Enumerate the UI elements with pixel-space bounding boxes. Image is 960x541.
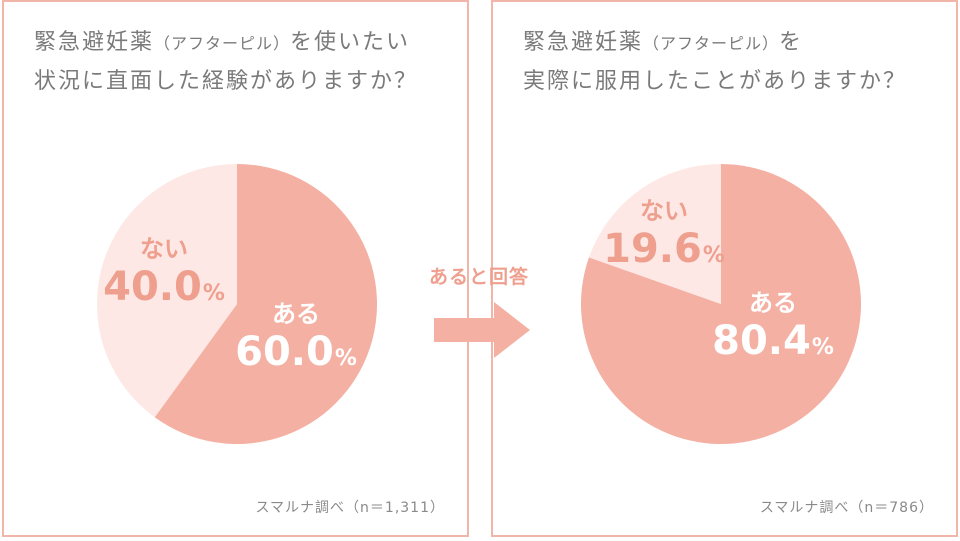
right-question: 緊急避妊薬（アフターピル）を 実際に服用したことがありますか？ [523,24,907,101]
right-arrow-shape [434,302,530,358]
right-no-name: ない [640,197,688,225]
left-slice-label-no: ない 40.0% [99,234,229,317]
left-no-unit: % [202,281,225,306]
left-source-note: スマルナ調べ（n＝1,311） [255,500,445,516]
pie-slice-no [97,164,237,418]
right-question-line1: 緊急避妊薬（アフターピル）を [523,24,907,63]
right-slice-label-no: ない 19.6% [599,196,729,279]
pie-slice-no [588,164,721,304]
right-pie-chart [581,164,861,444]
right-no-number: 19.6 [603,226,702,272]
left-no-name: ない [140,235,188,263]
left-question-line1: 緊急避妊薬（アフターピル）を使いたい [34,24,418,63]
left-question-line2: 状況に直面した経験がありますか？ [34,69,419,94]
left-no-value: 40.0% [99,264,229,317]
right-no-unit: % [702,243,725,268]
right-no-value: 19.6% [599,226,729,279]
right-source-note: スマルナ調べ（n＝786） [759,500,934,516]
right-question-main: 緊急避妊薬 [523,30,644,55]
right-question-line2: 実際に服用したことがありますか？ [523,69,908,94]
right-yes-value: 80.4% [693,318,853,371]
left-question: 緊急避妊薬（アフターピル）を使いたい 状況に直面した経験がありますか？ [34,24,418,101]
left-pie-chart [97,164,378,445]
left-question-paren: （アフターピル） [154,34,291,53]
left-yes-value: 60.0% [231,329,361,382]
left-slice-label-yes: ある 60.0% [231,299,361,382]
right-question-tail: を [779,30,804,55]
left-no-number: 40.0 [103,264,202,310]
left-panel: 緊急避妊薬（アフターピル）を使いたい 状況に直面した経験がありますか？ ある 6… [2,0,469,537]
connector-label: あると回答 [428,266,529,288]
right-yes-number: 80.4 [712,318,811,364]
right-question-paren: （アフターピル） [643,34,780,53]
pie-slice-yes [154,164,378,445]
left-yes-name: ある [272,300,320,328]
left-yes-number: 60.0 [235,329,334,375]
left-question-tail: を使いたい [290,30,411,55]
right-yes-unit: % [811,335,834,360]
right-yes-name: ある [749,289,797,317]
right-slice-label-yes: ある 80.4% [693,288,853,371]
left-yes-unit: % [334,346,357,371]
right-arrow-icon [434,302,530,358]
left-question-main: 緊急避妊薬 [34,30,155,55]
right-panel: 緊急避妊薬（アフターピル）を 実際に服用したことがありますか？ ある 80.4%… [491,0,958,537]
